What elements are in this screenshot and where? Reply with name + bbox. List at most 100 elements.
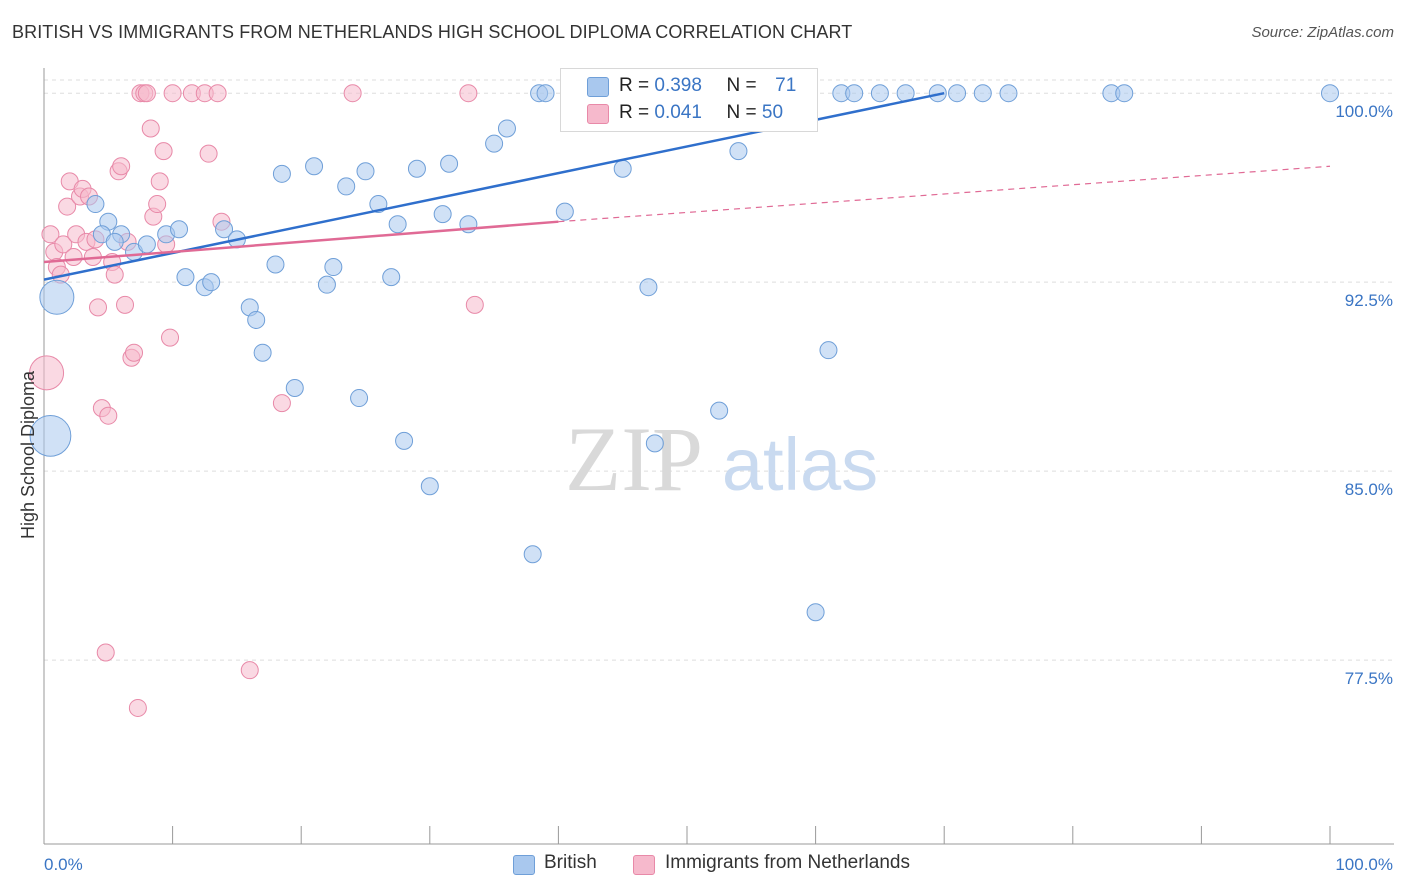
axes (43, 68, 1394, 845)
netherlands-point-6 (58, 197, 77, 216)
x-tick-label-1: 100.0% (1335, 855, 1393, 874)
chart-title: BRITISH VS IMMIGRANTS FROM NETHERLANDS H… (12, 22, 853, 42)
british-point-10 (170, 220, 189, 239)
british-point-2 (86, 195, 105, 214)
british-point-47 (645, 434, 664, 453)
british-point-59 (845, 84, 864, 103)
x-tick-label-0: 0.0% (44, 855, 83, 874)
watermark-zip: ZIP (565, 408, 703, 510)
stats-legend: R = 0.398 N = 71 R = 0.041 N = 50 (560, 68, 818, 132)
netherlands-n-label: N = (726, 102, 757, 123)
british-point-1 (29, 414, 72, 457)
netherlands-point-5 (54, 235, 73, 254)
netherlands-trend-line (43, 220, 559, 264)
netherlands-point-18 (96, 643, 115, 662)
netherlands-point-19 (99, 406, 118, 425)
british-point-54 (729, 142, 748, 161)
british-bottom-label: British (544, 852, 597, 873)
british-point-70 (973, 84, 992, 103)
netherlands-point-28 (128, 698, 147, 717)
british-point-27 (356, 162, 375, 181)
netherlands-point-0 (29, 355, 65, 391)
british-point-46 (639, 278, 658, 297)
netherlands-points (29, 84, 484, 717)
y-tick-label-3: 77.5% (1345, 669, 1393, 688)
netherlands-r-value: 0.041 (654, 102, 702, 123)
british-point-24 (324, 258, 343, 277)
british-point-37 (485, 134, 504, 153)
british-bottom-swatch (513, 855, 535, 875)
british-point-69 (870, 84, 889, 103)
british-point-62 (948, 84, 967, 103)
british-stats-row: R = 0.398 N = 71 (619, 75, 796, 97)
netherlands-point-27 (125, 343, 144, 362)
british-point-11 (176, 268, 195, 287)
netherlands-r-label: R = (619, 102, 650, 123)
british-point-52 (710, 401, 729, 420)
british-point-35 (440, 154, 459, 173)
british-point-30 (388, 215, 407, 234)
netherlands-point-43 (208, 84, 227, 103)
british-n-label: N = (726, 75, 757, 96)
netherlands-point-42 (199, 144, 218, 163)
british-r-value: 0.398 (654, 75, 702, 96)
chart-source: Source: ZipAtlas.com (1251, 24, 1394, 41)
british-point-31 (395, 431, 414, 450)
british-legend-swatch (587, 77, 609, 97)
netherlands-stats-row: R = 0.041 N = 50 (619, 102, 783, 124)
watermark-atlas: atlas (722, 423, 878, 506)
netherlands-point-49 (465, 295, 484, 314)
netherlands-point-36 (154, 142, 173, 161)
british-point-18 (253, 343, 272, 362)
tick-labels: 100.0% 92.5% 85.0% 77.5% 0.0% 100.0% (44, 102, 1393, 874)
netherlands-point-8 (64, 247, 83, 266)
british-point-65 (1115, 84, 1134, 103)
british-point-8 (137, 235, 156, 254)
british-point-57 (819, 341, 838, 360)
british-n-value: 71 (775, 75, 797, 96)
netherlands-legend-swatch (587, 104, 609, 124)
british-point-14 (215, 220, 234, 239)
british-point-41 (536, 84, 555, 103)
british-point-45 (613, 159, 632, 178)
netherlands-n-value: 50 (761, 102, 784, 123)
netherlands-point-46 (272, 394, 291, 413)
y-tick-label-2: 85.0% (1345, 480, 1393, 499)
british-point-33 (420, 477, 439, 496)
british-point-17 (247, 310, 266, 329)
british-point-66 (1321, 84, 1339, 103)
netherlands-point-48 (459, 84, 478, 103)
british-point-39 (523, 545, 542, 564)
watermark: ZIP atlas (565, 408, 878, 510)
netherlands-point-32 (141, 119, 160, 138)
british-point-0 (39, 279, 75, 315)
netherlands-point-21 (105, 265, 124, 284)
y-tick-label-1: 92.5% (1345, 291, 1393, 310)
netherlands-point-34 (148, 195, 167, 214)
netherlands-bottom-label: Immigrants from Netherlands (665, 852, 910, 873)
british-point-22 (305, 157, 324, 176)
netherlands-point-35 (150, 172, 169, 191)
netherlands-point-45 (240, 661, 259, 680)
british-points (29, 84, 1339, 622)
grid-lines (44, 79, 1394, 661)
netherlands-point-16 (89, 298, 108, 317)
netherlands-point-39 (163, 84, 182, 103)
netherlands-point-24 (116, 295, 135, 314)
british-point-13 (202, 273, 221, 292)
british-point-43 (555, 202, 574, 221)
british-point-26 (350, 389, 369, 408)
british-point-61 (928, 84, 947, 103)
netherlands-point-38 (161, 328, 180, 347)
y-axis-label: High School Diploma (18, 370, 38, 539)
british-point-20 (272, 164, 291, 183)
netherlands-point-31 (137, 84, 156, 103)
british-point-29 (382, 268, 401, 287)
netherlands-point-47 (343, 84, 362, 103)
british-point-32 (407, 159, 426, 178)
netherlands-point-1 (41, 225, 60, 244)
british-point-21 (285, 378, 304, 397)
british-point-34 (433, 205, 452, 224)
british-point-6 (105, 232, 124, 251)
